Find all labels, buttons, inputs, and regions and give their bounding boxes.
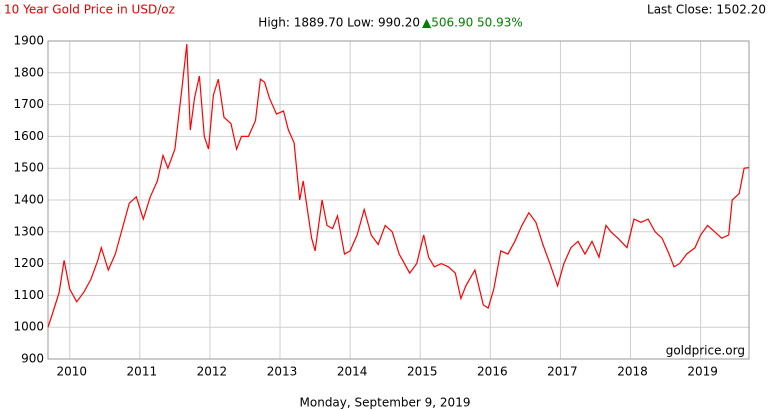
y-tick-label: 1600 [13, 129, 44, 143]
x-tick-label: 2018 [617, 365, 648, 379]
y-tick-label: 1200 [13, 256, 44, 270]
x-tick-label: 2017 [547, 365, 578, 379]
y-tick-label: 1400 [13, 193, 44, 207]
x-tick-label: 2016 [477, 365, 508, 379]
chart-title: 10 Year Gold Price in USD/oz [4, 3, 175, 17]
y-tick-label: 1300 [13, 224, 44, 238]
y-tick-label: 1000 [13, 320, 44, 334]
x-tick-label: 2015 [407, 365, 438, 379]
x-tick-label: 2011 [127, 365, 158, 379]
y-tick-label: 900 [21, 352, 44, 366]
x-tick-label: 2014 [337, 365, 368, 379]
change: ▲506.90 50.93% [422, 16, 523, 30]
source: goldprice.org [666, 344, 745, 358]
y-tick-label: 1500 [13, 161, 44, 175]
y-tick-label: 1800 [13, 65, 44, 79]
x-tick-label: 2012 [197, 365, 228, 379]
x-tick-label: 2019 [687, 365, 718, 379]
y-tick-label: 1700 [13, 97, 44, 111]
plot-border [47, 40, 750, 360]
y-tick-label: 1900 [13, 34, 44, 48]
x-tick-label: 2010 [56, 365, 87, 379]
y-tick-label: 1100 [13, 288, 44, 302]
date: Monday, September 9, 2019 [300, 396, 471, 410]
stats: High: 1889.70 Low: 990.20 [258, 16, 420, 30]
price-line [47, 44, 750, 328]
x-tick-label: 2013 [267, 365, 298, 379]
last-close: Last Close: 1502.20 [647, 3, 766, 17]
